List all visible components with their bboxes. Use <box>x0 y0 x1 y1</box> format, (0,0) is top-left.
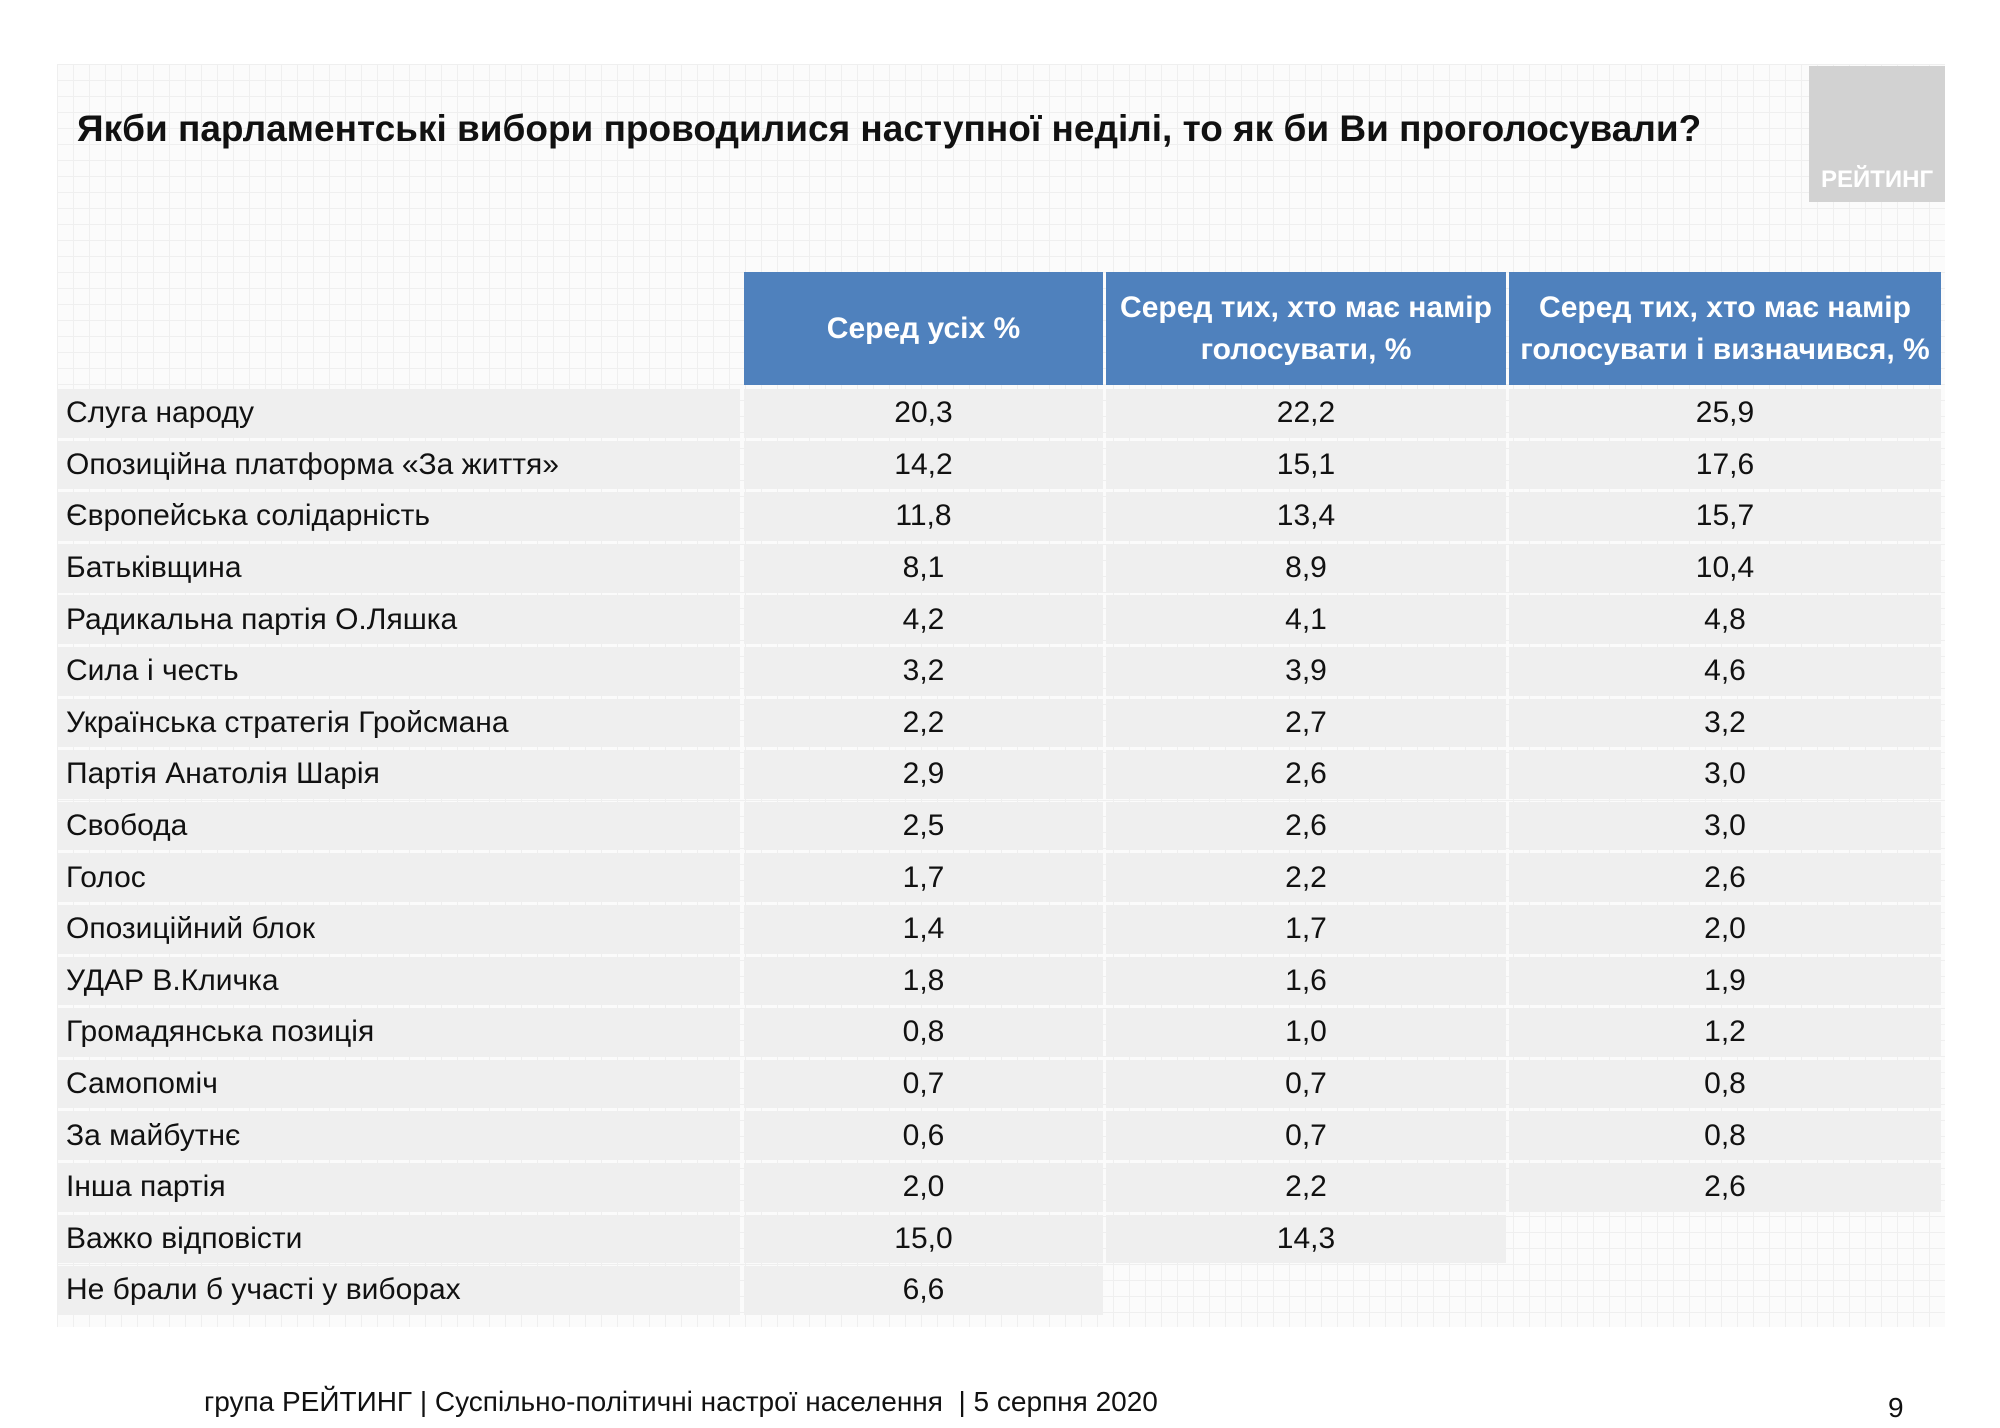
cell-value: 1,7 <box>744 853 1103 902</box>
cell-value: 4,2 <box>744 595 1103 644</box>
cell-value: 4,1 <box>1106 595 1506 644</box>
cell-value: 6,6 <box>744 1266 1103 1315</box>
column-header: Серед тих, хто має намір голосувати і ви… <box>1509 272 1941 385</box>
cell-value: 3,2 <box>744 647 1103 696</box>
row-label: Громадянська позиція <box>57 1008 740 1057</box>
row-label: Не брали б участі у виборах <box>57 1266 740 1315</box>
page-number: 9 <box>1888 1392 1904 1423</box>
cell-value: 1,9 <box>1509 956 1941 1006</box>
cell-value: 1,0 <box>1106 1008 1506 1057</box>
row-label: Сила і честь <box>57 647 740 696</box>
row-label: Свобода <box>57 801 740 851</box>
cell-value: 0,7 <box>744 1059 1103 1109</box>
cell-value: 2,6 <box>1509 1163 1941 1212</box>
cell-value: 2,2 <box>744 698 1103 748</box>
row-label: За майбутнє <box>57 1111 740 1160</box>
cell-value: 17,6 <box>1509 440 1941 490</box>
cell-value: 2,5 <box>744 801 1103 851</box>
row-label: УДАР В.Кличка <box>57 956 740 1006</box>
cell-value: 1,6 <box>1106 956 1506 1006</box>
column-header: Серед усіх % <box>744 272 1103 385</box>
cell-value: 2,2 <box>1106 1163 1506 1212</box>
cell-value: 20,3 <box>744 389 1103 438</box>
column-header: Серед тих, хто має намір голосувати, % <box>1106 272 1506 385</box>
cell-value: 0,8 <box>744 1008 1103 1057</box>
row-label: Опозиційна платформа «За життя» <box>57 440 740 490</box>
cell-value: 3,2 <box>1509 698 1941 748</box>
cell-value: 0,6 <box>744 1111 1103 1160</box>
row-label: Інша партія <box>57 1163 740 1212</box>
cell-value: 25,9 <box>1509 389 1941 438</box>
cell-value: 4,6 <box>1509 647 1941 696</box>
cell-value: 2,9 <box>744 750 1103 799</box>
cell-value: 1,8 <box>744 956 1103 1006</box>
cell-value: 14,2 <box>744 440 1103 490</box>
cell-value: 4,8 <box>1509 595 1941 644</box>
row-label: Українська стратегія Гройсмана <box>57 698 740 748</box>
cell-value: 22,2 <box>1106 389 1506 438</box>
cell-value: 2,6 <box>1509 853 1941 902</box>
cell-value: 0,7 <box>1106 1111 1506 1160</box>
cell-value: 2,0 <box>1509 905 1941 954</box>
row-label: Слуга народу <box>57 389 740 438</box>
cell-value: 0,8 <box>1509 1111 1941 1160</box>
cell-value: 3,0 <box>1509 750 1941 799</box>
cell-value: 15,0 <box>744 1214 1103 1264</box>
cell-value: 8,9 <box>1106 543 1506 593</box>
cell-value: 14,3 <box>1106 1214 1506 1264</box>
cell-value: 0,7 <box>1106 1059 1506 1109</box>
row-label: Радикальна партія О.Ляшка <box>57 595 740 644</box>
title: Якби парламентські вибори проводилися на… <box>77 108 1702 149</box>
row-label: Важко відповісти <box>57 1214 740 1264</box>
cell-value: 13,4 <box>1106 492 1506 541</box>
cell-value: 15,1 <box>1106 440 1506 490</box>
logo-text: РЕЙТИНГ <box>1820 166 1934 193</box>
cell-value: 3,0 <box>1509 801 1941 851</box>
row-label: Голос <box>57 853 740 902</box>
cell-value: 2,6 <box>1106 801 1506 851</box>
cell-value: 1,2 <box>1509 1008 1941 1057</box>
row-label: Опозиційний блок <box>57 905 740 954</box>
cell-value: 15,7 <box>1509 492 1941 541</box>
cell-value: 2,2 <box>1106 853 1506 902</box>
row-label: Батьківщина <box>57 543 740 593</box>
cell-value: 11,8 <box>744 492 1103 541</box>
row-label: Самопоміч <box>57 1059 740 1109</box>
cell-value: 1,7 <box>1106 905 1506 954</box>
cell-value: 2,6 <box>1106 750 1506 799</box>
cell-value: 3,9 <box>1106 647 1506 696</box>
cell-value: 8,1 <box>744 543 1103 593</box>
row-label: Партія Анатолія Шарія <box>57 750 740 799</box>
cell-value: 0,8 <box>1509 1059 1941 1109</box>
row-label: Європейська солідарність <box>57 492 740 541</box>
logo: РЕЙТИНГ <box>1809 66 1945 202</box>
cell-value: 2,0 <box>744 1163 1103 1212</box>
cell-value: 1,4 <box>744 905 1103 954</box>
cell-value: 10,4 <box>1509 543 1941 593</box>
footer: група РЕЙТИНГ | Суспільно-політичні наст… <box>204 1386 1158 1417</box>
cell-value: 2,7 <box>1106 698 1506 748</box>
